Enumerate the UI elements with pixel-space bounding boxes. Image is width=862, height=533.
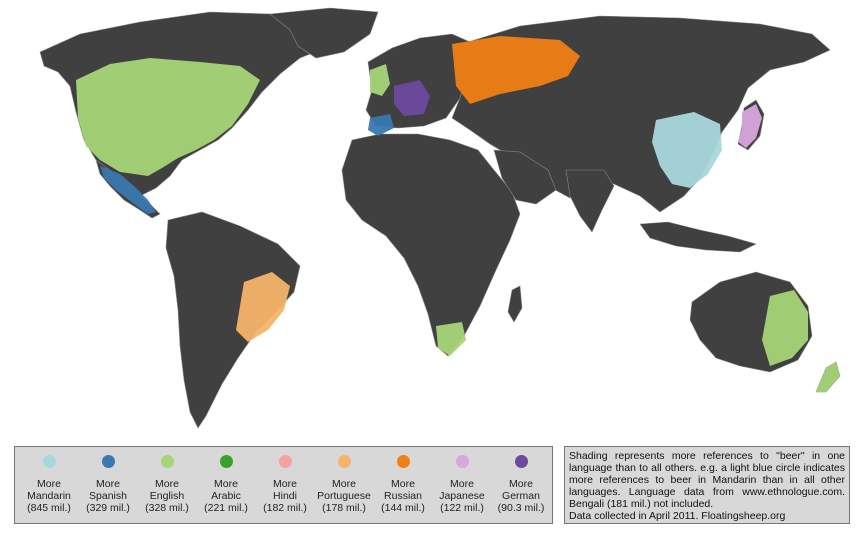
language-shading	[76, 36, 840, 392]
spanish-mexico-shading	[100, 166, 156, 214]
legend-language-label: Russian	[384, 490, 422, 502]
portuguese-brazil-shading	[236, 272, 290, 342]
legend-item-german: More German (90.3 mil.)	[491, 455, 551, 514]
japanese-shading	[738, 104, 762, 148]
arabian-peninsula	[493, 149, 557, 205]
legend-item-portuguese: More Portuguese (178 mil.)	[314, 455, 374, 514]
legend-dot-japanese	[455, 455, 469, 468]
legend-item-hindi: More Hindi (182 mil.)	[255, 455, 315, 514]
legend-more-label: More	[37, 478, 61, 490]
legend-item-english: More English (328 mil.)	[137, 455, 197, 514]
south-america	[165, 211, 301, 429]
note-description: Shading represents more references to "b…	[569, 450, 845, 510]
legend-dot-german	[514, 455, 528, 468]
legend-dot-mandarin	[42, 455, 56, 468]
legend-item-russian: More Russian (144 mil.)	[373, 455, 433, 514]
africa	[341, 133, 521, 357]
legend-language-label: Arabic	[211, 490, 241, 502]
legend-language-label: Hindi	[273, 490, 297, 502]
map-note: Shading represents more references to "b…	[564, 446, 850, 524]
legend-more-label: More	[214, 478, 238, 490]
legend-language-label: Portuguese	[317, 490, 371, 502]
legend-dot-spanish	[101, 455, 115, 468]
legend-item-mandarin: More Mandarin (845 mil.)	[19, 455, 79, 514]
legend-dot-hindi	[278, 455, 292, 468]
legend-item-spanish: More Spanish (329 mil.)	[78, 455, 138, 514]
legend-speakers-label: (328 mil.)	[145, 502, 189, 514]
indian-subcontinent	[565, 169, 615, 233]
legend-more-label: More	[273, 478, 297, 490]
legend-more-label: More	[509, 478, 533, 490]
english-south-africa-shading	[436, 322, 466, 356]
legend-item-japanese: More Japanese (122 mil.)	[432, 455, 492, 514]
note-data-source: Data collected in April 2011. Floatingsh…	[569, 510, 786, 522]
german-central-europe-shading	[394, 80, 430, 116]
legend-speakers-label: (178 mil.)	[322, 502, 366, 514]
legend-language-label: Mandarin	[27, 490, 71, 502]
legend-speakers-label: (182 mil.)	[263, 502, 307, 514]
legend-language-label: Japanese	[439, 490, 485, 502]
russian-shading	[452, 36, 580, 104]
legend-speakers-label: (122 mil.)	[440, 502, 484, 514]
legend-speakers-label: (845 mil.)	[27, 502, 71, 514]
legend-speakers-label: (329 mil.)	[86, 502, 130, 514]
legend-speakers-label: (221 mil.)	[204, 502, 248, 514]
english-north-america-shading	[76, 58, 260, 176]
legend-more-label: More	[96, 478, 120, 490]
english-australia-shading	[762, 290, 808, 366]
madagascar	[507, 285, 523, 323]
legend-item-arabic: More Arabic (221 mil.)	[196, 455, 256, 514]
legend-language-label: Spanish	[89, 490, 127, 502]
mandarin-china-shading	[652, 112, 722, 188]
english-new-zealand-shading	[816, 362, 840, 392]
legend-more-label: More	[450, 478, 474, 490]
language-legend: More Mandarin (845 mil.) More Spanish (329 mi…	[14, 446, 553, 524]
world-map	[39, 7, 841, 429]
legend-speakers-label: (90.3 mil.)	[497, 502, 545, 514]
legend-dot-portuguese	[337, 455, 351, 468]
southeast-asia-islands	[639, 221, 757, 253]
spanish-spain-shading	[368, 114, 394, 136]
legend-dot-arabic	[219, 455, 233, 468]
legend-dot-russian	[396, 455, 410, 468]
legend-dot-english	[160, 455, 174, 468]
greenland	[269, 7, 379, 59]
legend-more-label: More	[391, 478, 415, 490]
legend-more-label: More	[332, 478, 356, 490]
english-uk-shading	[370, 64, 390, 96]
legend-more-label: More	[155, 478, 179, 490]
legend-speakers-label: (144 mil.)	[381, 502, 425, 514]
legend-language-label: English	[149, 490, 185, 502]
legend-language-label: German	[502, 490, 540, 502]
